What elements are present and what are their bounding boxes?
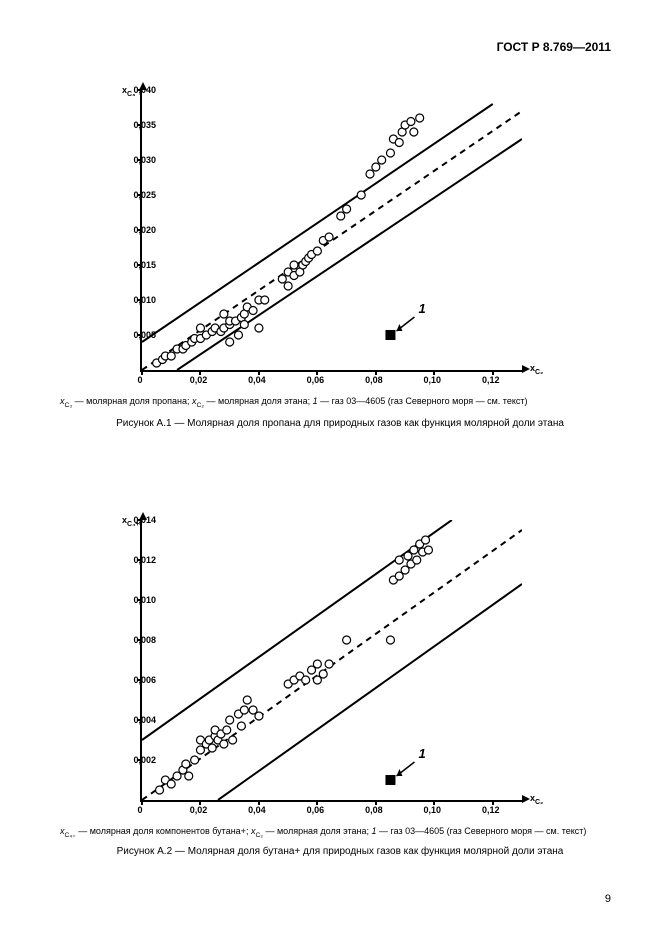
y-tick-label: 0,020: [133, 225, 156, 235]
x-tick-label: 0: [137, 805, 142, 815]
y-tick-label: 0,025: [133, 190, 156, 200]
chart1-x-label: xC₂: [530, 363, 568, 377]
y-tick-label: 0,006: [133, 675, 156, 685]
y-tick-label: 0,010: [133, 295, 156, 305]
x-tick-label: 0,10: [424, 805, 442, 815]
x-tick-label: 0,04: [248, 805, 266, 815]
x-tick-label: 0,06: [307, 805, 325, 815]
y-tick-label: 0,010: [133, 595, 156, 605]
chart2-plot: 1: [140, 520, 522, 802]
x-tick-label: 0,02: [190, 805, 208, 815]
y-tick-label: 0,035: [133, 120, 156, 130]
chart1-plot: 1: [140, 90, 522, 372]
x-tick-label: 0,12: [482, 805, 500, 815]
doc-header: ГОСТ Р 8.769—2011: [497, 40, 611, 54]
x-tick-label: 0,12: [482, 375, 500, 385]
chart-a1: xC₃ 1 xC₂ 0,0050,0100,0150,0200,0250,030…: [140, 90, 540, 372]
x-tick-label: 0,08: [365, 375, 383, 385]
chart2-x-label: xC₂: [530, 793, 568, 807]
x-tick-label: 0,10: [424, 375, 442, 385]
x-axis-arrow: [522, 795, 530, 803]
chart1-svg: 1: [142, 90, 522, 370]
chart2-svg: 1: [142, 520, 522, 800]
y-tick-label: 0,008: [133, 635, 156, 645]
page: ГОСТ Р 8.769—2011 xC₃ 1 xC₂ 0,0050,0100,…: [0, 0, 661, 935]
y-tick-label: 0,012: [133, 555, 156, 565]
svg-text:1: 1: [418, 301, 425, 316]
y-tick-label: 0,015: [133, 260, 156, 270]
chart2-caption: Рисунок А.2 — Молярная доля бутана+ для …: [60, 846, 620, 857]
y-tick-label: 0,014: [133, 515, 156, 525]
x-tick-label: 0,06: [307, 375, 325, 385]
y-tick-label: 0,002: [133, 755, 156, 765]
y-tick-label: 0,040: [133, 85, 156, 95]
chart1-legend: xC₃ — молярная доля пропана; xC₂ — моляр…: [60, 396, 620, 409]
x-tick-label: 0,04: [248, 375, 266, 385]
svg-text:1: 1: [418, 746, 425, 761]
y-tick-label: 0,005: [133, 330, 156, 340]
page-number: 9: [605, 893, 611, 905]
chart-a2: xC₄+ 1 xC₂ 0,0020,0040,0060,0080,0100,01…: [140, 520, 540, 802]
x-tick-label: 0,02: [190, 375, 208, 385]
chart1-caption: Рисунок А.1 — Молярная доля пропана для …: [60, 418, 620, 429]
y-tick-label: 0,030: [133, 155, 156, 165]
x-tick-label: 0: [137, 375, 142, 385]
x-axis-arrow: [522, 365, 530, 373]
y-tick-label: 0,004: [133, 715, 156, 725]
chart2-legend: xC₄₊ — молярная доля компонентов бутана+…: [60, 826, 620, 839]
x-tick-label: 0,08: [365, 805, 383, 815]
